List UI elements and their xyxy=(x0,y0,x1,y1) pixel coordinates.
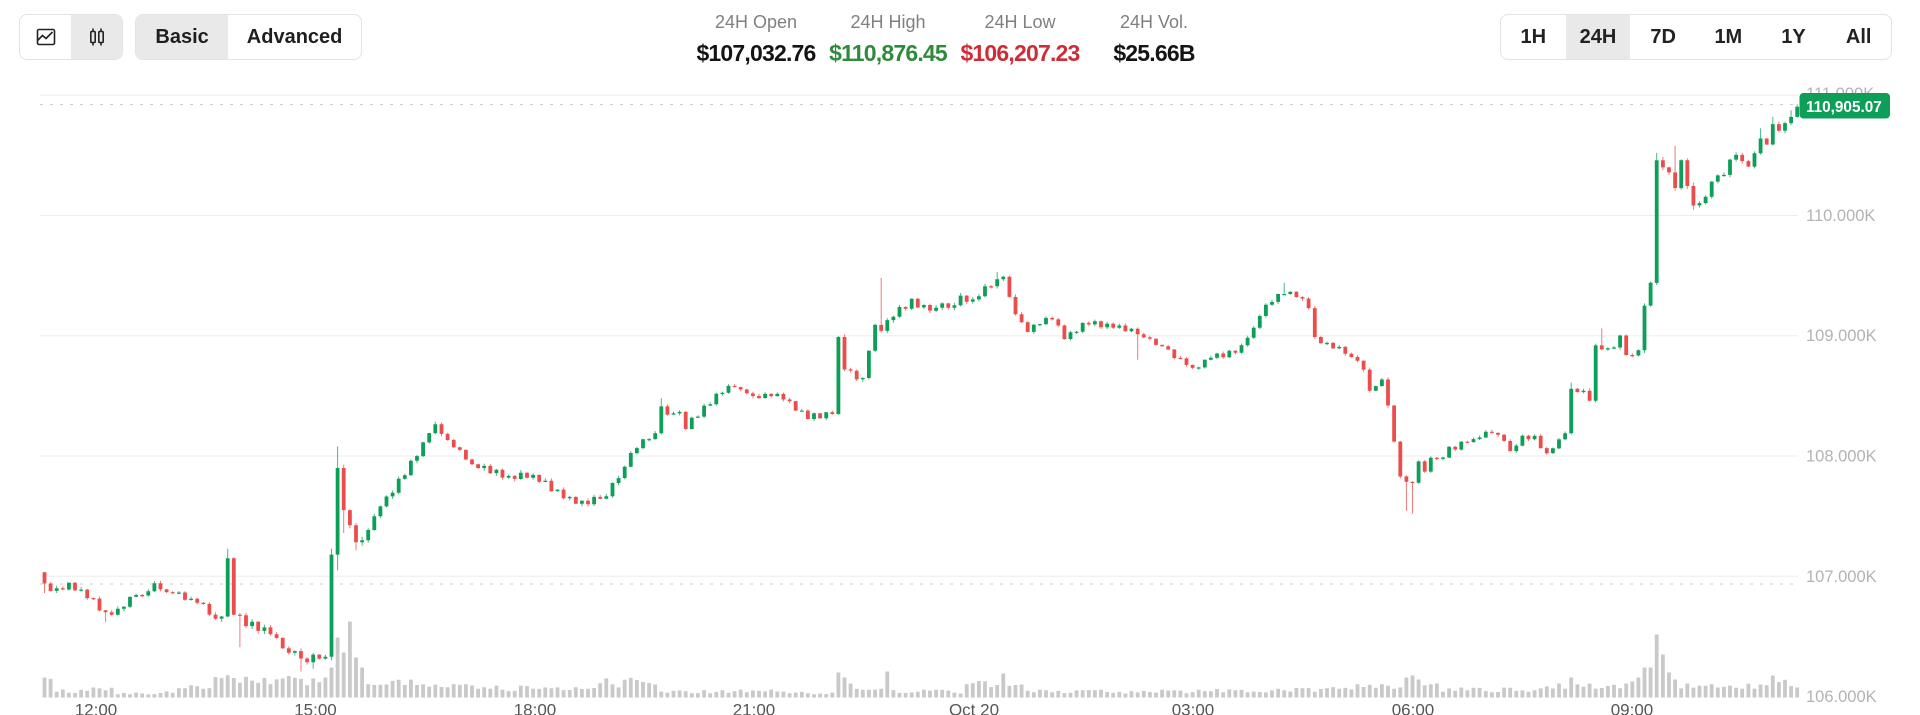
svg-text:03:00: 03:00 xyxy=(1172,701,1215,715)
svg-text:107.000K: 107.000K xyxy=(1806,568,1877,586)
svg-text:108.000K: 108.000K xyxy=(1806,448,1877,466)
svg-text:110,905.07: 110,905.07 xyxy=(1806,99,1882,116)
svg-text:18:00: 18:00 xyxy=(514,701,557,715)
svg-text:109.000K: 109.000K xyxy=(1806,327,1877,345)
svg-text:Oct 20: Oct 20 xyxy=(949,701,999,715)
svg-text:12:00: 12:00 xyxy=(75,701,118,715)
svg-text:110.000K: 110.000K xyxy=(1806,207,1875,225)
svg-text:15:00: 15:00 xyxy=(294,701,337,715)
svg-text:106.000K: 106.000K xyxy=(1806,688,1877,706)
svg-text:09:00: 09:00 xyxy=(1611,701,1654,715)
svg-text:06:00: 06:00 xyxy=(1392,701,1435,715)
svg-text:21:00: 21:00 xyxy=(733,701,776,715)
